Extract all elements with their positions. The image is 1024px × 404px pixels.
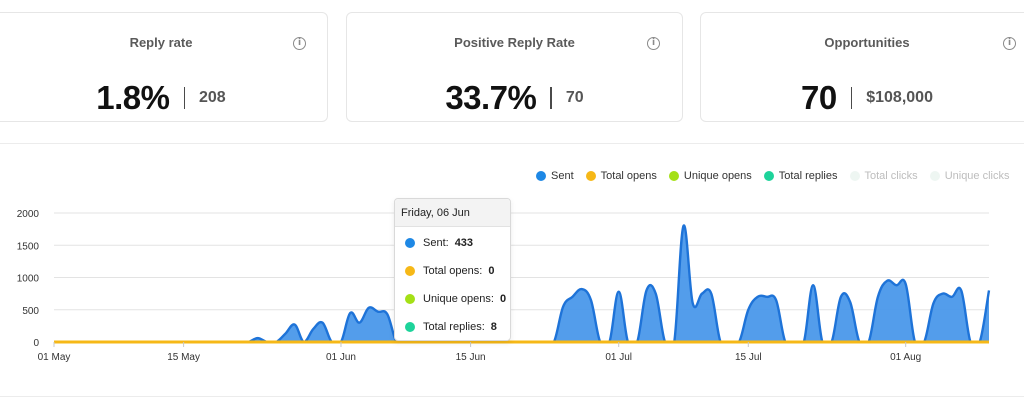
legend-item-unique-opens[interactable]: Unique opens	[668, 170, 752, 182]
y-tick-label: 500	[22, 306, 39, 317]
tooltip-row-unique-opens: Unique opens: 0	[405, 293, 506, 305]
legend-dot	[585, 171, 596, 181]
card-metric: 70 $108,000	[701, 79, 1024, 117]
info-icon[interactable]: i	[1003, 37, 1016, 50]
legend-item-total-clicks[interactable]: Total clicks	[849, 170, 918, 182]
metric-count: 208	[199, 89, 226, 106]
tooltip-dot	[405, 238, 415, 248]
card-title: Opportunities	[824, 35, 910, 50]
metric-divider	[183, 87, 185, 109]
opportunities-card: Opportunities i 70 $108,000	[700, 12, 1024, 122]
x-tick-label: 15 Jun	[456, 352, 486, 363]
y-tick-label: 0	[33, 338, 39, 349]
metric-value: 1.8%	[96, 79, 170, 116]
tooltip-label: Total replies:	[423, 321, 485, 333]
legend-dot	[668, 171, 679, 181]
metric-divider	[550, 87, 552, 109]
card-title: Positive Reply Rate	[454, 35, 575, 50]
sent-area-chart: 0 500 1000 1500 2000 01 May 15 May 01 Jun 15 Ju…	[17, 209, 991, 363]
y-axis-ticks: 0 500 1000 1500 2000	[17, 209, 40, 349]
tooltip-value: 8	[490, 321, 497, 333]
legend-label: Unique opens	[683, 170, 752, 182]
sent-area	[54, 225, 989, 342]
legend-dot	[849, 171, 860, 181]
y-tick-label: 2000	[17, 209, 40, 220]
tooltip-dot	[405, 294, 415, 304]
metric-count: $108,000	[866, 89, 933, 106]
tooltip-dot	[405, 266, 415, 276]
info-icon[interactable]: i	[647, 37, 660, 50]
x-tick-label: 15 Jul	[735, 352, 762, 363]
legend-item-sent[interactable]: Sent	[536, 170, 574, 182]
x-tick-label: 01 Jun	[326, 352, 356, 363]
tooltip-dot	[405, 322, 415, 332]
tooltip-row-sent: Sent: 433	[405, 237, 473, 249]
legend-item-total-replies[interactable]: Total replies	[763, 170, 838, 182]
legend-dot	[536, 171, 546, 181]
tooltip-row-total-replies: Total replies: 8	[405, 321, 497, 333]
legend-label: Unique clicks	[944, 170, 1010, 182]
card-metric: 1.8% 208	[0, 79, 327, 117]
legend-label: Total opens	[600, 170, 657, 182]
positive-reply-rate-card: Positive Reply Rate i 33.7% 70	[346, 12, 683, 122]
legend-item-total-opens[interactable]: Total opens	[585, 170, 657, 182]
tooltip-label: Total opens:	[423, 265, 483, 277]
tooltip-label: Unique opens:	[423, 293, 494, 305]
tooltip-value: 0	[499, 293, 507, 305]
legend-label: Total replies	[778, 170, 838, 182]
legend-label: Total clicks	[864, 170, 918, 182]
x-tick-label: 01 Aug	[890, 352, 921, 363]
y-tick-label: 1000	[17, 274, 40, 285]
legend-dot	[763, 171, 774, 181]
tooltip-date: Friday, 06 Jun	[395, 199, 510, 227]
tooltip-label: Sent:	[423, 237, 449, 249]
x-tick-label: 15 May	[167, 352, 200, 363]
x-tick-label: 01 Jul	[605, 352, 632, 363]
metric-divider	[850, 87, 853, 109]
legend-dot	[929, 171, 940, 181]
x-axis-ticks: 01 May 15 May 01 Jun 15 Jun 01 Jul 15 Jul 01 A…	[38, 342, 921, 363]
metric-value: 33.7%	[445, 79, 537, 116]
chart-tooltip: Friday, 06 Jun Sent: 433 Total opens: 0 …	[394, 198, 511, 341]
series-layer	[53, 224, 991, 344]
x-tick-label: 01 May	[38, 352, 71, 363]
card-metric: 33.7% 70	[347, 79, 682, 117]
tooltip-value: 433	[454, 237, 474, 249]
tooltip-row-total-opens: Total opens: 0	[405, 265, 494, 277]
y-tick-label: 1500	[17, 241, 40, 252]
reply-rate-card: Reply rate i 1.8% 208	[0, 12, 328, 122]
tooltip-value: 0	[488, 265, 495, 277]
legend-label: Sent	[551, 170, 574, 182]
chart-panel	[0, 143, 1024, 397]
chart-legend: Sent Total opens Unique opens Total repl…	[536, 169, 1010, 183]
card-title: Reply rate	[129, 35, 193, 50]
legend-item-unique-clicks[interactable]: Unique clicks	[929, 170, 1010, 182]
metric-value: 70	[801, 79, 837, 116]
metric-count: 70	[565, 89, 584, 106]
info-icon[interactable]: i	[293, 37, 306, 50]
